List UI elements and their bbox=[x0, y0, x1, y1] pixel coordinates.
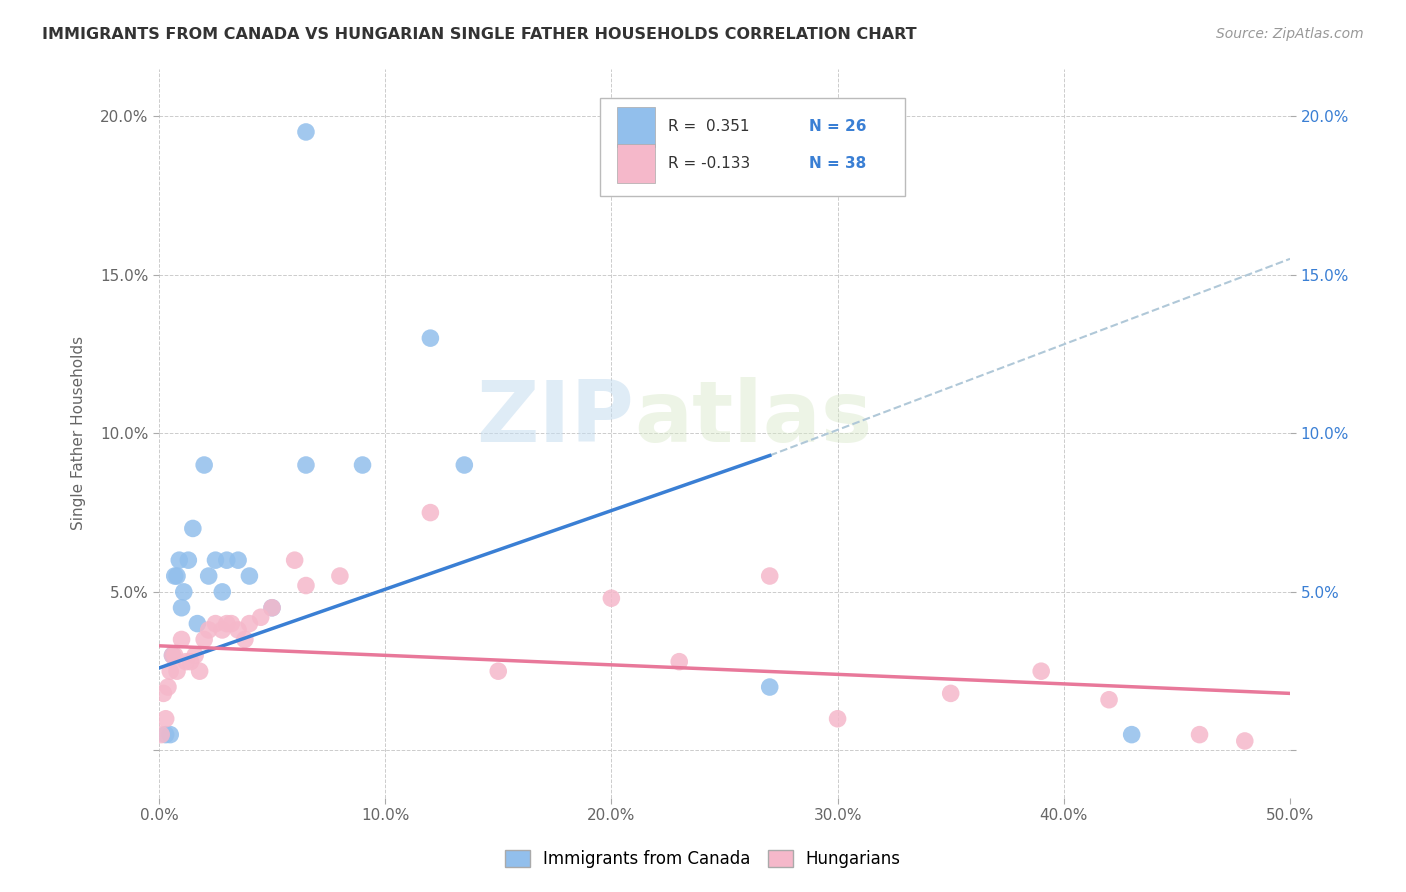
Point bbox=[600, 591, 623, 606]
Point bbox=[163, 569, 186, 583]
Point bbox=[226, 553, 249, 567]
Point bbox=[453, 458, 475, 472]
Point bbox=[169, 553, 191, 567]
Point bbox=[233, 632, 256, 647]
Point bbox=[174, 655, 197, 669]
Text: R = -0.133: R = -0.133 bbox=[668, 156, 751, 171]
Point bbox=[211, 623, 233, 637]
Point bbox=[419, 506, 441, 520]
Point bbox=[1233, 734, 1256, 748]
Point bbox=[329, 569, 352, 583]
Point bbox=[193, 458, 215, 472]
Text: R =  0.351: R = 0.351 bbox=[668, 120, 749, 135]
Point bbox=[221, 616, 243, 631]
Point bbox=[486, 664, 509, 678]
Point bbox=[177, 553, 200, 567]
FancyBboxPatch shape bbox=[617, 144, 655, 183]
Point bbox=[162, 648, 184, 663]
Point bbox=[170, 600, 193, 615]
Point bbox=[215, 616, 238, 631]
Point bbox=[1031, 664, 1053, 678]
Point bbox=[159, 664, 181, 678]
Point bbox=[173, 585, 195, 599]
Point bbox=[238, 569, 260, 583]
Point bbox=[166, 569, 188, 583]
Point bbox=[181, 521, 204, 535]
Point bbox=[197, 623, 219, 637]
Point bbox=[419, 331, 441, 345]
Text: atlas: atlas bbox=[634, 377, 872, 460]
Point bbox=[668, 655, 690, 669]
Point bbox=[163, 648, 186, 663]
Point bbox=[295, 458, 318, 472]
Point bbox=[204, 553, 226, 567]
Point bbox=[1188, 728, 1211, 742]
Point bbox=[215, 553, 238, 567]
Point bbox=[188, 664, 211, 678]
Point bbox=[170, 632, 193, 647]
Point bbox=[152, 686, 174, 700]
Point bbox=[827, 712, 849, 726]
Point bbox=[150, 728, 173, 742]
Point bbox=[156, 680, 179, 694]
Point bbox=[155, 712, 177, 726]
Point bbox=[758, 569, 780, 583]
Point bbox=[155, 728, 177, 742]
Point bbox=[758, 680, 780, 694]
Point bbox=[284, 553, 307, 567]
Point bbox=[295, 578, 318, 592]
Point bbox=[295, 125, 318, 139]
Point bbox=[226, 623, 249, 637]
Point bbox=[352, 458, 374, 472]
Point bbox=[180, 655, 202, 669]
Point bbox=[1098, 692, 1121, 706]
Legend: Immigrants from Canada, Hungarians: Immigrants from Canada, Hungarians bbox=[499, 843, 907, 875]
Point bbox=[184, 648, 207, 663]
Text: IMMIGRANTS FROM CANADA VS HUNGARIAN SINGLE FATHER HOUSEHOLDS CORRELATION CHART: IMMIGRANTS FROM CANADA VS HUNGARIAN SING… bbox=[42, 27, 917, 42]
Text: ZIP: ZIP bbox=[477, 377, 634, 460]
Text: Source: ZipAtlas.com: Source: ZipAtlas.com bbox=[1216, 27, 1364, 41]
Point bbox=[159, 728, 181, 742]
Point bbox=[197, 569, 219, 583]
Point bbox=[186, 616, 208, 631]
Point bbox=[260, 600, 283, 615]
Point bbox=[211, 585, 233, 599]
Point bbox=[939, 686, 962, 700]
Text: N = 26: N = 26 bbox=[810, 120, 868, 135]
FancyBboxPatch shape bbox=[600, 98, 905, 196]
Point bbox=[260, 600, 283, 615]
Text: N = 38: N = 38 bbox=[810, 156, 866, 171]
Y-axis label: Single Father Households: Single Father Households bbox=[72, 336, 86, 531]
Point bbox=[204, 616, 226, 631]
Point bbox=[193, 632, 215, 647]
Point bbox=[249, 610, 271, 624]
Point bbox=[1121, 728, 1143, 742]
Point bbox=[162, 648, 184, 663]
FancyBboxPatch shape bbox=[617, 107, 655, 146]
Point bbox=[238, 616, 260, 631]
Point bbox=[166, 664, 188, 678]
